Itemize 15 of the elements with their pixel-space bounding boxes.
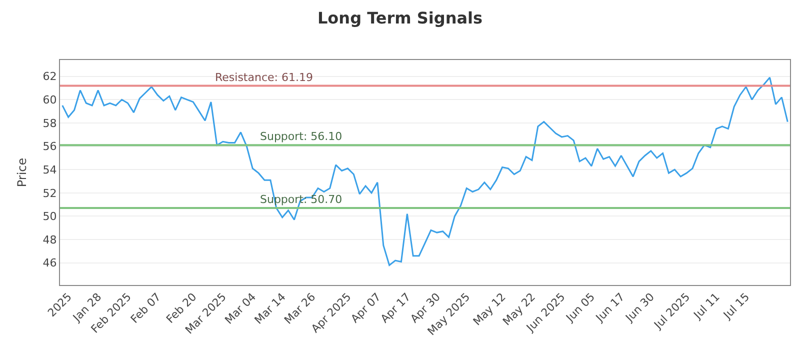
y-axis-title: Price xyxy=(15,158,29,188)
y-tick-label: 50 xyxy=(42,210,57,224)
y-tick-label: 46 xyxy=(42,256,57,270)
x-tick-label: Jul 11 xyxy=(690,290,722,322)
y-tick-label: 56 xyxy=(42,140,57,154)
chart-title: Long Term Signals xyxy=(317,8,483,28)
ref-line-label: Resistance: 61.19 xyxy=(215,71,313,84)
y-tick-label: 54 xyxy=(42,163,57,176)
y-tick-label: 62 xyxy=(42,70,57,84)
y-tick-label: 48 xyxy=(42,233,57,246)
y-tick-label: 52 xyxy=(42,186,57,200)
x-tick-label: Jul 15 xyxy=(720,290,752,322)
y-tick-label: 58 xyxy=(42,116,57,130)
ref-line-label: Support: 56.10 xyxy=(260,130,342,143)
y-tick-label: 60 xyxy=(42,93,57,106)
